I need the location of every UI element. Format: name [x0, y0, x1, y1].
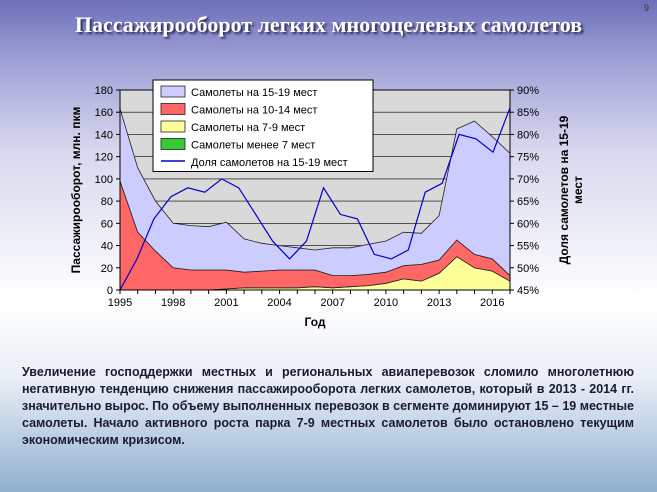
legend-swatch	[160, 103, 186, 115]
y-tick-label: 160	[95, 107, 113, 119]
legend-label: Самолеты менее 7 мест	[191, 140, 315, 152]
y2-tick-label: 90%	[517, 85, 539, 97]
y2-tick-label: 80%	[517, 129, 539, 141]
y2-axis-title-line: Доля самолетов на 15-19	[557, 115, 571, 264]
legend-label: Самолеты на 7-9 мест	[191, 122, 305, 134]
legend-swatch	[160, 138, 186, 150]
y-tick-label: 40	[101, 241, 113, 253]
legend-swatch	[160, 85, 186, 98]
legend-label: Самолеты на 10-14 мест	[191, 105, 317, 117]
x-tick-label: 2013	[427, 297, 451, 309]
y2-tick-label: 70%	[517, 174, 539, 186]
legend-box	[152, 79, 374, 172]
legend-swatch	[160, 120, 186, 133]
x-tick-label: 2004	[267, 297, 291, 309]
legend-label: Самолеты на 15-19 мест	[191, 87, 317, 99]
y-tick-label: 60	[101, 218, 113, 230]
chart: 0 20 40 60 80 100 120 140 160 180 45% 50% 55% 60% 65% 7…	[69, 79, 585, 329]
line-series	[119, 107, 511, 291]
x-axis-title: Год	[305, 315, 326, 329]
y-tick-label: 140	[95, 129, 113, 141]
y2-tick-label: 85%	[517, 107, 539, 119]
x-tick-label: 2016	[480, 297, 504, 309]
y2-tick-label: 60%	[517, 218, 539, 230]
x-tick-label: 2007	[320, 297, 344, 309]
legend: Самолеты на 15-19 мест Самолеты на 10-14 …	[152, 79, 374, 172]
x-tick-label: 2010	[374, 297, 398, 309]
y-tick-label: 120	[95, 152, 113, 164]
y-axis-title: Пассажирооборот, млн. пкм	[69, 107, 83, 274]
y2-tick-label: 65%	[517, 196, 539, 208]
y2-tick-label: 55%	[517, 241, 539, 253]
y-tick-label: 80	[101, 196, 113, 208]
y2-tick-label: 75%	[517, 152, 539, 164]
legend-label: Доля самолетов на 15-19 мест	[191, 157, 348, 169]
axes-layer: 0 20 40 60 80 100 120 140 160 180 45% 50% 55% 60% 65% 7…	[69, 85, 585, 329]
y2-axis-title: Доля самолетов на 15-19 мест	[557, 115, 585, 264]
y-tick-label: 20	[101, 263, 113, 275]
y2-tick-label: 50%	[517, 263, 539, 275]
x-tick-label: 2001	[214, 297, 238, 309]
y2-tick-label: 45%	[517, 285, 539, 297]
x-tick-label: 1998	[161, 297, 185, 309]
y-tick-label: 180	[95, 85, 113, 97]
y-tick-label: 100	[95, 174, 113, 186]
x-tick-label: 1995	[108, 297, 132, 309]
slide-body-text: Увеличение господдержки местных и регион…	[22, 365, 634, 447]
y-tick-label: 0	[107, 285, 113, 297]
slide-number: 9	[643, 3, 649, 13]
slide-title: Пассажирооборот легких многоцелевых само…	[74, 12, 583, 37]
y2-axis-title-line: мест	[571, 176, 585, 204]
